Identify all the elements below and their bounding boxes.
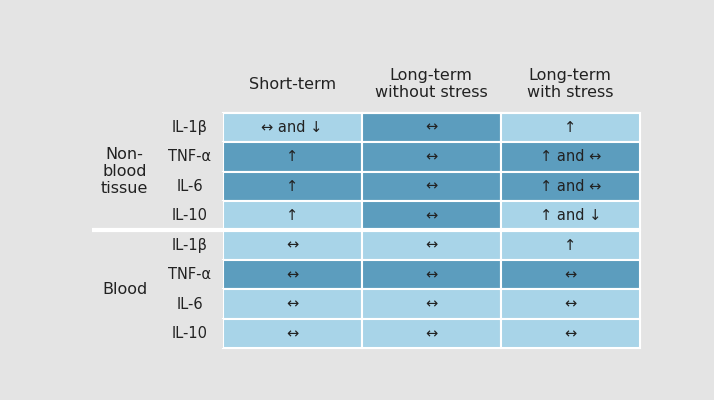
Bar	[92, 230, 157, 348]
Bar	[362, 172, 501, 201]
Text: ↔: ↔	[425, 267, 438, 282]
Bar	[362, 113, 501, 142]
Text: ↔: ↔	[425, 179, 438, 194]
Bar	[362, 289, 501, 319]
Text: IL-1β: IL-1β	[172, 120, 208, 135]
Bar	[157, 260, 223, 289]
Text: ↔: ↔	[286, 297, 298, 312]
Bar	[223, 319, 362, 348]
Text: ↑: ↑	[286, 179, 298, 194]
Bar	[501, 172, 640, 201]
Text: ↑ and ↔: ↑ and ↔	[540, 149, 601, 164]
Bar	[501, 289, 640, 319]
Text: ↔: ↔	[286, 326, 298, 341]
Bar	[223, 172, 362, 201]
Text: ↔: ↔	[286, 267, 298, 282]
Text: IL-10: IL-10	[172, 326, 208, 341]
Bar	[157, 172, 223, 201]
Bar	[157, 113, 223, 142]
Text: IL-6: IL-6	[176, 179, 203, 194]
Text: ↑: ↑	[286, 149, 298, 164]
Bar	[501, 113, 640, 142]
Text: ↔: ↔	[425, 238, 438, 253]
Text: TNF-α: TNF-α	[169, 267, 211, 282]
Bar	[157, 319, 223, 348]
Bar	[362, 260, 501, 289]
Bar	[157, 201, 223, 230]
Text: ↑: ↑	[286, 208, 298, 223]
Bar	[362, 319, 501, 348]
Text: ↑ and ↓: ↑ and ↓	[540, 208, 601, 223]
Bar	[501, 319, 640, 348]
Bar	[157, 142, 223, 172]
Text: ↑: ↑	[564, 120, 576, 135]
Text: Blood: Blood	[102, 282, 147, 297]
Text: ↔: ↔	[425, 297, 438, 312]
Text: ↔: ↔	[425, 326, 438, 341]
Bar	[362, 230, 501, 260]
Bar	[223, 230, 362, 260]
Text: ↑: ↑	[564, 238, 576, 253]
Bar	[362, 142, 501, 172]
Text: ↔: ↔	[286, 238, 298, 253]
Text: Long-term
without stress: Long-term without stress	[375, 68, 488, 100]
Text: ↔: ↔	[564, 326, 576, 341]
Bar	[362, 201, 501, 230]
Text: Short-term: Short-term	[248, 77, 336, 92]
Text: ↑ and ↔: ↑ and ↔	[540, 179, 601, 194]
Bar	[501, 142, 640, 172]
Bar	[92, 113, 157, 230]
Bar	[501, 230, 640, 260]
Bar	[157, 289, 223, 319]
Text: Long-term
with stress: Long-term with stress	[527, 68, 613, 100]
Text: IL-10: IL-10	[172, 208, 208, 223]
Text: ↔: ↔	[425, 149, 438, 164]
Bar	[223, 113, 362, 142]
Bar	[223, 260, 362, 289]
Text: IL-1β: IL-1β	[172, 238, 208, 253]
Bar	[157, 230, 223, 260]
Text: ↔: ↔	[425, 208, 438, 223]
Text: IL-6: IL-6	[176, 297, 203, 312]
Bar	[501, 201, 640, 230]
Text: Non-
blood
tissue: Non- blood tissue	[101, 147, 149, 196]
Text: ↔ and ↓: ↔ and ↓	[261, 120, 323, 135]
Bar	[92, 56, 640, 113]
Bar	[223, 201, 362, 230]
Text: ↔: ↔	[564, 267, 576, 282]
Bar	[223, 289, 362, 319]
Bar	[223, 142, 362, 172]
Text: TNF-α: TNF-α	[169, 149, 211, 164]
Text: ↔: ↔	[564, 297, 576, 312]
Text: ↔: ↔	[425, 120, 438, 135]
Bar	[501, 260, 640, 289]
